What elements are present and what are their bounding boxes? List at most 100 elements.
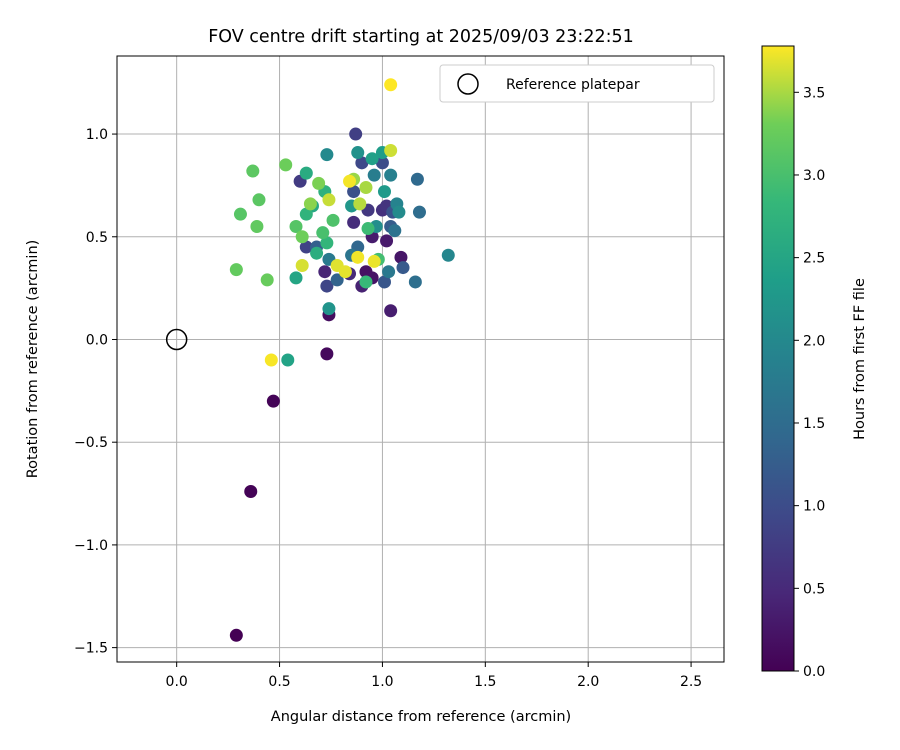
- colorbar-label: Hours from first FF file: [852, 278, 868, 440]
- scatter-point: [320, 148, 334, 162]
- scatter-point: [384, 143, 398, 157]
- scatter-point: [408, 275, 422, 289]
- scatter-point: [289, 271, 303, 285]
- scatter-point: [359, 180, 373, 194]
- scatter-point: [380, 234, 394, 248]
- scatter-point: [260, 273, 274, 287]
- scatter-point: [441, 248, 455, 262]
- scatter-point: [303, 197, 317, 211]
- colorbar-tick-label: 1.5: [803, 416, 825, 432]
- colorbar-tick-label: 2.0: [803, 333, 825, 349]
- scatter-point: [349, 127, 363, 141]
- scatter-point: [250, 220, 264, 234]
- x-tick-label: 0.0: [166, 674, 188, 690]
- scatter-point: [412, 205, 426, 219]
- legend-marker-reference: [457, 73, 479, 95]
- scatter-point: [384, 168, 398, 182]
- grid: [117, 56, 724, 662]
- scatter-point: [244, 484, 258, 498]
- x-tick-label: 1.5: [474, 674, 496, 690]
- scatter-point: [382, 265, 396, 279]
- plot-frame: [116, 55, 725, 663]
- chart-title: FOV centre drift starting at 2025/09/03 …: [208, 27, 634, 47]
- scatter-point: [367, 254, 381, 268]
- scatter-point: [233, 207, 247, 221]
- colorbar-tick-label: 3.5: [803, 85, 825, 101]
- colorbar-tick-label: 0.5: [803, 581, 825, 597]
- y-tick-label: 0.5: [86, 230, 108, 246]
- y-tick-label: −1.5: [74, 641, 108, 657]
- scatter-point: [279, 158, 293, 172]
- scatter-point: [316, 226, 330, 240]
- scatter-point: [353, 197, 367, 211]
- legend-box: [439, 64, 715, 103]
- scatter-point: [394, 250, 408, 264]
- scatter-point: [351, 146, 365, 160]
- y-tick-label: 1.0: [86, 127, 108, 143]
- colorbar-tick-label: 2.5: [803, 251, 825, 267]
- scatter-point: [320, 279, 334, 293]
- scatter-point: [392, 205, 406, 219]
- scatter-point: [365, 152, 379, 166]
- y-tick-label: 0.0: [86, 332, 108, 348]
- scatter-point: [312, 176, 326, 190]
- scatter-point: [320, 347, 334, 361]
- scatter-point: [289, 220, 303, 234]
- scatter-point: [246, 164, 260, 178]
- y-tick-label: −1.0: [74, 538, 108, 554]
- x-tick-label: 0.5: [268, 674, 290, 690]
- scatter-point: [229, 628, 243, 642]
- scatter-point: [299, 240, 313, 254]
- scatter-point: [384, 78, 398, 92]
- x-tick-label: 2.5: [680, 674, 702, 690]
- colorbar-tick-label: 0.0: [803, 664, 825, 680]
- scatter-point: [361, 222, 375, 236]
- scatter-point: [343, 174, 357, 188]
- scatter-point: [295, 230, 309, 244]
- legend-label-reference: Reference platepar: [506, 77, 640, 93]
- scatter-point: [295, 259, 309, 273]
- scatter-point: [252, 193, 266, 207]
- colorbar: [761, 45, 795, 672]
- x-axis-label: Angular distance from reference (arcmin): [271, 709, 571, 725]
- scatter-point: [384, 304, 398, 318]
- scatter-point: [396, 261, 410, 275]
- scatter-point: [320, 236, 334, 250]
- scatter-point: [266, 394, 280, 408]
- scatter-point: [351, 250, 365, 264]
- y-tick-label: −0.5: [74, 435, 108, 451]
- scatter-point: [281, 353, 295, 367]
- scatter-point: [347, 215, 361, 229]
- scatter-point: [322, 302, 336, 316]
- scatter-point: [359, 275, 373, 289]
- scatter-point: [375, 156, 389, 170]
- scatter-point: [264, 353, 278, 367]
- scatter-point: [299, 166, 313, 180]
- x-axis-ticks: 0.0 0.5 1.0 1.5 2.0 2.5: [166, 662, 702, 690]
- scatter-point: [330, 273, 344, 287]
- scatter-point: [355, 156, 369, 170]
- legend: Reference platepar: [439, 64, 715, 103]
- scatter-point: [410, 172, 424, 186]
- scatter-points: [229, 78, 455, 642]
- scatter-point: [299, 207, 313, 221]
- scatter-point: [388, 224, 402, 238]
- x-tick-label: 1.0: [371, 674, 393, 690]
- reference-platepar-marker: [165, 328, 188, 351]
- y-axis-label: Rotation from reference (arcmin): [25, 240, 41, 479]
- scatter-point: [326, 213, 340, 227]
- colorbar-ticks: 0.0 0.5 1.0 1.5 2.0 2.5 3.0 3.5: [794, 85, 825, 680]
- x-tick-label: 2.0: [577, 674, 599, 690]
- scatter-point: [338, 265, 352, 279]
- scatter-point: [377, 185, 391, 199]
- scatter-point: [347, 185, 361, 199]
- scatter-point: [318, 265, 332, 279]
- colorbar-tick-label: 1.0: [803, 499, 825, 515]
- scatter-point: [229, 263, 243, 277]
- y-axis-ticks: −1.5 −1.0 −0.5 0.0 0.5 1.0: [74, 127, 117, 657]
- scatter-point: [310, 246, 324, 260]
- colorbar-tick-label: 3.0: [803, 168, 825, 184]
- scatter-point: [322, 193, 336, 207]
- scatter-point: [377, 275, 391, 289]
